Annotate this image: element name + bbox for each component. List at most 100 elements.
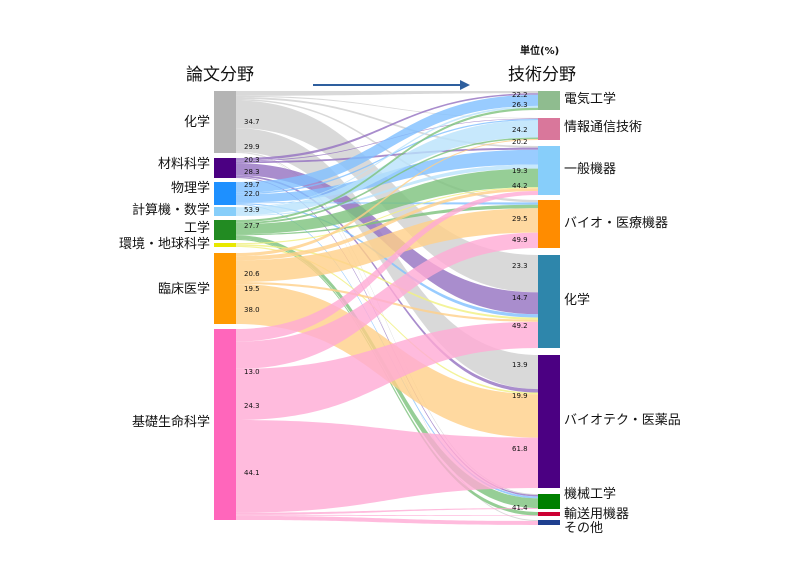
source-value-phys-1: 22.0 [244, 190, 260, 198]
flow-mat-to-elec [236, 93, 538, 161]
flow-eng-to-info [236, 137, 538, 225]
source-node-phys [214, 182, 236, 205]
source-value-chem-1: 29.9 [244, 143, 260, 151]
target-axis-title: 技術分野 [508, 65, 576, 85]
target-value-biomed-0: 29.5 [512, 215, 528, 223]
direction-arrow-head [460, 80, 470, 90]
source-node-env [214, 243, 236, 247]
source-value-mat-0: 20.3 [244, 156, 260, 164]
target-value-info-0: 24.2 [512, 126, 528, 134]
flow-chem-to-gen [236, 96, 538, 148]
flow-env-to-tchem [236, 244, 538, 320]
flow-links [236, 91, 538, 525]
flow-phys-to-elec [236, 94, 538, 193]
source-value-bio-2: 44.1 [244, 469, 260, 477]
source-value-clin-1: 19.5 [244, 285, 260, 293]
target-value-tchem-2: 49.2 [512, 322, 528, 330]
source-label-eng: 工学 [183, 221, 210, 236]
target-value-biotech-1: 19.9 [512, 392, 528, 400]
source-label-env: 環境・地球科学 [118, 237, 210, 252]
target-label-trans: 輸送用機器 [564, 507, 630, 522]
target-value-tchem-0: 23.3 [512, 262, 528, 270]
source-value-phys-0: 29.7 [244, 181, 260, 189]
target-node-biotech [538, 355, 560, 488]
source-value-bio-1: 24.3 [244, 402, 260, 410]
source-node-clin [214, 253, 236, 324]
flow-env-to-biotech [236, 245, 538, 395]
source-value-bio-0: 13.0 [244, 368, 260, 376]
flow-comp-to-elec [236, 105, 538, 208]
source-label-clin: 臨床医学 [157, 282, 210, 297]
source-value-mat-1: 28.3 [244, 168, 260, 176]
flow-chem-to-elec [236, 91, 538, 96]
source-value-chem-0: 34.7 [244, 118, 260, 126]
flow-env-to-gen [236, 187, 538, 245]
flow-bio-to-biotech [236, 419, 538, 513]
flow-clin-to-biomed [236, 208, 538, 282]
flow-bio-to-gen [236, 190, 538, 342]
flow-clin-to-info [236, 139, 538, 257]
flow-bio-to-trans [236, 514, 538, 516]
target-label-mech: 機械工学 [564, 487, 617, 502]
target-label-info: 情報通信技術 [564, 120, 643, 135]
flow-chem-to-info [236, 95, 538, 119]
source-label-chem: 化学 [183, 115, 210, 130]
flow-clin-to-gen [236, 188, 538, 261]
target-label-biomed: バイオ・医療機器 [564, 216, 669, 231]
source-node-eng [214, 220, 236, 240]
target-label-elec: 電気工学 [564, 92, 617, 107]
flow-mat-to-mech [236, 177, 538, 497]
flow-bio-to-mech [236, 508, 538, 515]
target-value-elec-1: 26.3 [512, 101, 528, 109]
target-value-elec-0: 22.2 [512, 91, 528, 99]
flow-eng-to-biomed [236, 204, 538, 236]
source-label-comp: 計算機・数学 [131, 203, 210, 218]
source-value-eng-0: 27.7 [244, 222, 260, 230]
target-value-biotech-2: 61.8 [512, 445, 528, 453]
flow-bio-to-tchem [236, 321, 538, 420]
source-label-phys: 物理学 [170, 181, 210, 196]
nodes [214, 91, 560, 525]
target-node-elec [538, 91, 560, 110]
flow-chem-to-mech [236, 151, 538, 495]
source-label-bio: 基礎生命科学 [131, 415, 210, 430]
source-node-mat [214, 158, 236, 178]
flow-bio-to-other [236, 515, 538, 525]
source-value-comp-0: 53.9 [244, 206, 260, 214]
target-node-trans [538, 512, 560, 516]
target-node-tchem [538, 255, 560, 348]
flow-mat-to-biotech [236, 175, 538, 393]
target-label-other: その他 [564, 521, 604, 536]
target-node-mech [538, 494, 560, 509]
unit-label: 単位(%) [520, 46, 560, 57]
flow-chem-to-biotech [236, 128, 538, 390]
source-value-clin-0: 20.6 [244, 270, 260, 278]
target-node-other [538, 520, 560, 525]
flow-eng-to-gen [236, 168, 538, 235]
target-label-gen: 一般機器 [564, 162, 617, 177]
flow-eng-to-elec [236, 107, 538, 223]
target-label-biotech: バイオテク・医薬品 [564, 413, 681, 428]
target-value-gen-1: 44.2 [512, 182, 528, 190]
flow-bio-to-biomed [236, 232, 538, 369]
flow-comp-to-gen [236, 164, 538, 216]
source-axis-title: 論文分野 [186, 65, 254, 85]
source-node-bio [214, 329, 236, 520]
flow-chem-to-biomed [236, 98, 538, 203]
flow-mat-to-gen [236, 147, 538, 164]
source-value-clin-2: 38.0 [244, 306, 260, 314]
target-node-info [538, 118, 560, 140]
target-node-gen [538, 146, 560, 195]
flow-comp-to-info [236, 120, 538, 216]
target-value-info-1: 20.2 [512, 138, 528, 146]
source-node-comp [214, 207, 236, 216]
target-value-tchem-1: 14.7 [512, 294, 528, 302]
target-value-mech-0: 41.4 [512, 504, 528, 512]
target-node-biomed [538, 200, 560, 248]
target-value-biotech-0: 13.9 [512, 361, 528, 369]
source-node-chem [214, 91, 236, 153]
source-label-mat: 材料科学 [157, 157, 210, 172]
target-value-gen-0: 19.3 [512, 167, 528, 175]
target-label-tchem: 化学 [564, 293, 591, 308]
